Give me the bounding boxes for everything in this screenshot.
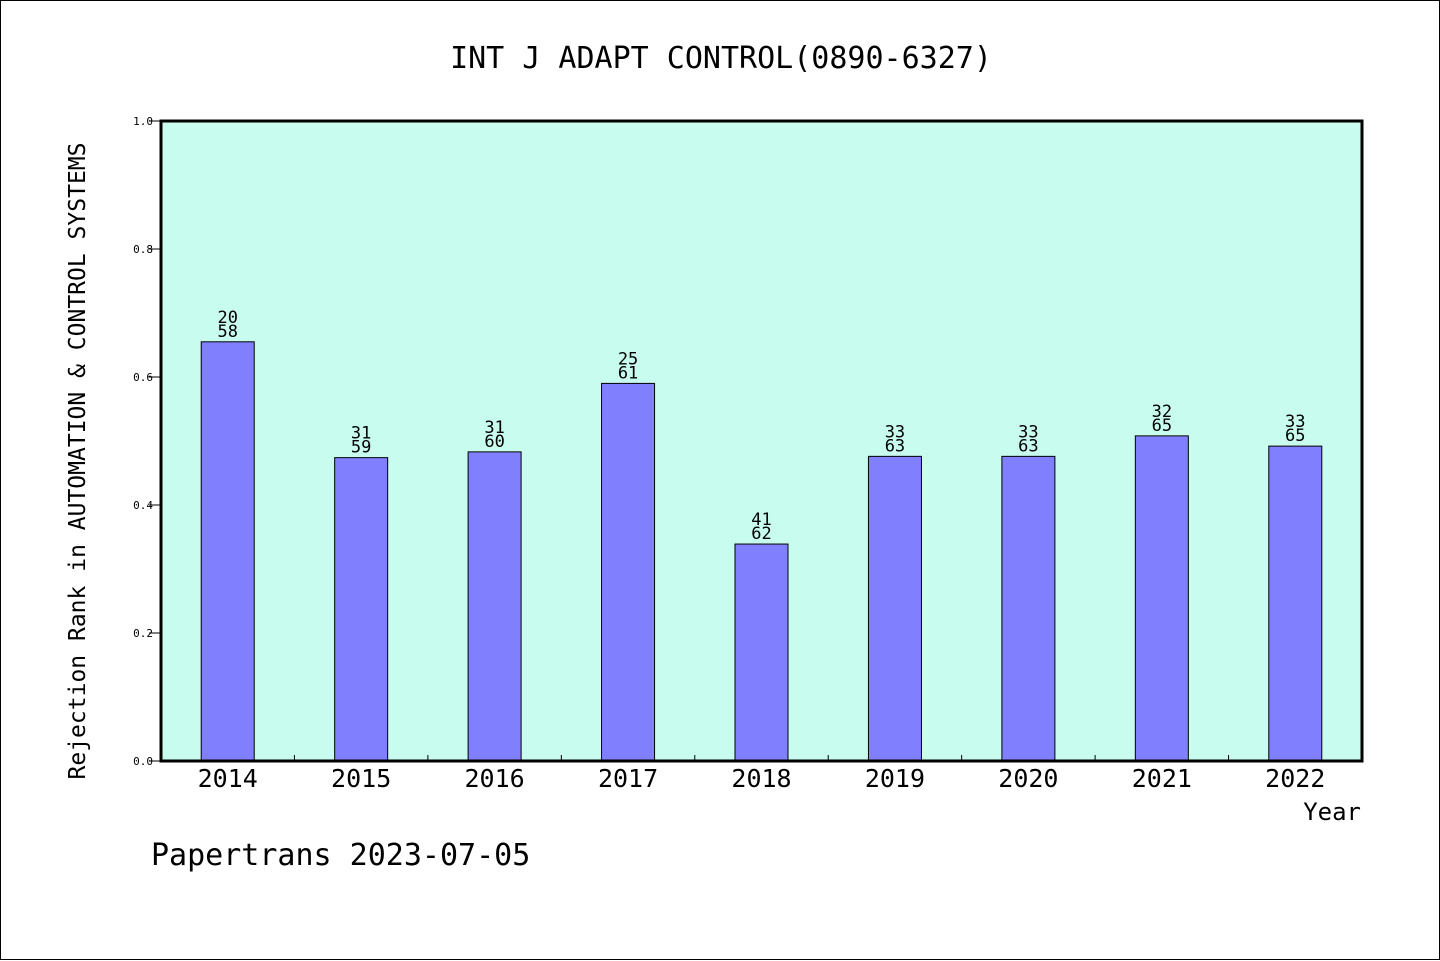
x-tick-label: 2022 [1265, 764, 1325, 793]
bar-label-bottom: 61 [618, 363, 638, 383]
bar-label-bottom: 63 [1018, 436, 1038, 456]
x-tick-label: 2016 [465, 764, 525, 793]
footer-text: Papertrans 2023-07-05 [151, 838, 530, 873]
y-tick-label: 0.8 [133, 243, 153, 256]
x-tick-label: 2020 [998, 764, 1058, 793]
y-tick-label: 0.2 [133, 627, 153, 640]
y-axis-ticks: 0.0 0.2 0.4 0.6 0.8 1.0 [133, 115, 161, 768]
bar-2021 [1134, 435, 1189, 762]
bar-2020 [1001, 455, 1056, 762]
bar-label-top: 33 [1018, 422, 1038, 442]
x-axis-label: Year [1303, 798, 1361, 826]
bar-2019 [867, 455, 922, 762]
bar-label-top: 41 [751, 510, 771, 530]
plot-border [159, 119, 1364, 763]
bar-label-top: 20 [217, 308, 237, 328]
x-axis-ticks: 2014 2015 2016 2017 2018 2019 2020 2021 2022 [198, 755, 1325, 793]
y-tick-label: 0.6 [133, 371, 153, 384]
bar-2014 [200, 341, 255, 762]
bar-label-top: 33 [885, 422, 905, 442]
x-tick-label: 2015 [331, 764, 391, 793]
bar-label-top: 33 [1285, 412, 1305, 432]
bar-label-bottom: 62 [751, 524, 771, 544]
y-tick-label: 0.0 [133, 755, 153, 768]
x-tick-label: 2018 [731, 764, 791, 793]
bar-2015 [334, 457, 389, 762]
bar-label-bottom: 65 [1285, 426, 1305, 446]
chart-title: INT J ADAPT CONTROL(0890-6327) [450, 41, 992, 76]
bar-label-bottom: 60 [484, 432, 504, 452]
bar-label-top: 32 [1152, 402, 1172, 422]
bar-label-bottom: 65 [1152, 416, 1172, 436]
x-tick-label: 2021 [1132, 764, 1192, 793]
x-tick-label: 2019 [865, 764, 925, 793]
x-tick-label: 2017 [598, 764, 658, 793]
bar-2016 [467, 451, 522, 762]
bar-label-bottom: 58 [217, 322, 237, 342]
bar-2022 [1268, 445, 1323, 762]
bar-label-bottom: 63 [885, 436, 905, 456]
x-tick-label: 2014 [198, 764, 258, 793]
bar-label-top: 31 [351, 424, 371, 444]
bar-label-top: 31 [484, 418, 504, 438]
y-tick-label: 1.0 [133, 115, 153, 128]
bar-2017 [601, 382, 656, 762]
y-axis-label: Rejection Rank in AUTOMATION & CONTROL S… [65, 143, 91, 780]
y-tick-label: 0.4 [133, 499, 153, 512]
bar-label-top: 25 [618, 349, 638, 369]
bar-label-bottom: 59 [351, 438, 371, 458]
bar-2018 [734, 543, 789, 762]
